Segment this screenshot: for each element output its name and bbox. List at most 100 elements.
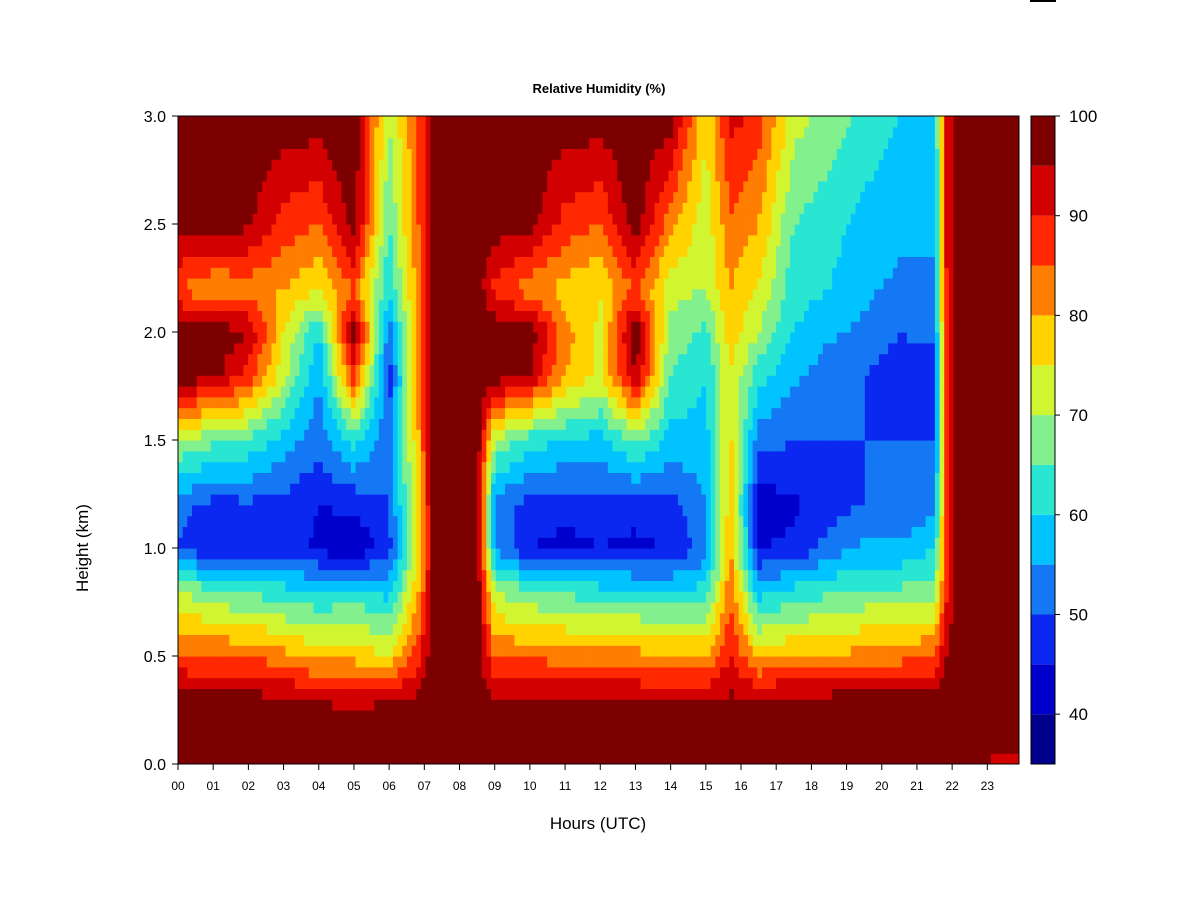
heatmap-cell [453, 407, 459, 419]
heatmap-cell [238, 234, 245, 247]
heatmap-cell [224, 299, 230, 311]
heatmap-cell [187, 321, 193, 333]
heatmap-cell [290, 396, 296, 409]
heatmap-cell [192, 256, 198, 268]
heatmap-cell [514, 429, 520, 441]
heatmap-cell [355, 483, 361, 495]
heatmap-cell [519, 170, 525, 182]
heatmap-cell [224, 353, 230, 365]
heatmap-cell [206, 494, 212, 506]
heatmap-cell [547, 148, 553, 160]
heatmap-cell [481, 386, 487, 398]
heatmap-cell [313, 148, 319, 160]
heatmap-cell [556, 494, 562, 506]
heatmap-cell [542, 504, 548, 517]
heatmap-cell [322, 353, 329, 365]
heatmap-cell [243, 191, 249, 203]
heatmap-cell [201, 461, 207, 473]
heatmap-cell [528, 742, 534, 754]
heatmap-cell [388, 742, 394, 754]
heatmap-cell [500, 299, 506, 311]
heatmap-cell [486, 224, 492, 236]
heatmap-cell [547, 234, 553, 247]
heatmap-cell [523, 353, 530, 365]
heatmap-cell [565, 710, 572, 722]
heatmap-cell [505, 332, 511, 344]
heatmap-cell [528, 256, 534, 268]
heatmap-cell [481, 288, 487, 301]
heatmap-cell [509, 526, 515, 538]
heatmap-cell [556, 526, 562, 538]
heatmap-cell [378, 591, 385, 603]
heatmap-cell [430, 720, 436, 733]
heatmap-cell [224, 224, 230, 236]
heatmap-cell [463, 375, 469, 387]
heatmap-cell [220, 353, 226, 365]
heatmap-cell [318, 483, 324, 495]
heatmap-cell [388, 677, 394, 689]
heatmap-cell [304, 116, 310, 128]
heatmap-cell [327, 548, 333, 560]
heatmap-cell [537, 548, 544, 560]
heatmap-cell [276, 504, 282, 517]
heatmap-cell [523, 342, 530, 355]
heatmap-cell [318, 623, 324, 635]
heatmap-cell [514, 742, 520, 754]
heatmap-cell [332, 299, 338, 311]
heatmap-cell [472, 407, 478, 419]
heatmap-cell [215, 569, 221, 581]
heatmap-cell [448, 699, 455, 711]
heatmap-cell [210, 504, 216, 517]
heatmap-cell [327, 213, 333, 225]
heatmap-cell [271, 148, 277, 160]
heatmap-cell [467, 364, 473, 376]
heatmap-cell [182, 494, 188, 506]
heatmap-cell [463, 234, 469, 247]
heatmap-cell [299, 440, 305, 452]
heatmap-cell [280, 753, 287, 764]
heatmap-cell [392, 137, 399, 149]
heatmap-cell [262, 126, 268, 139]
heatmap-cell [206, 515, 212, 527]
heatmap-cell [392, 321, 399, 333]
heatmap-cell [505, 558, 511, 571]
heatmap-cell [537, 256, 544, 268]
heatmap-cell [439, 580, 445, 592]
heatmap-cell [523, 494, 530, 506]
heatmap-cell [201, 224, 207, 236]
heatmap-cell [192, 537, 198, 549]
heatmap-cell [434, 256, 441, 268]
heatmap-cell [266, 602, 273, 614]
heatmap-cell [453, 364, 459, 376]
heatmap-cell [537, 634, 544, 646]
heatmap-cell [178, 245, 184, 257]
heatmap-cell [374, 418, 380, 430]
heatmap-cell [444, 234, 450, 247]
heatmap-cell [533, 148, 539, 160]
heatmap-cell [514, 148, 520, 160]
heatmap-cell [294, 364, 301, 376]
heatmap-cell [192, 580, 198, 592]
heatmap-cell [336, 666, 343, 679]
heatmap-cell [551, 623, 558, 635]
heatmap-cell [360, 116, 366, 128]
heatmap-cell [537, 213, 544, 225]
heatmap-cell [561, 645, 567, 657]
heatmap-cell [481, 656, 487, 668]
heatmap-cell [350, 699, 357, 711]
heatmap-cell [495, 137, 501, 149]
heatmap-cell [378, 515, 385, 527]
heatmap-cell [206, 180, 212, 193]
heatmap-cell [374, 656, 380, 668]
heatmap-cell [505, 126, 511, 139]
heatmap-cell [304, 256, 310, 268]
heatmap-cell [360, 396, 366, 409]
heatmap-cell [294, 461, 301, 473]
heatmap-cell [318, 342, 324, 355]
heatmap-cell [229, 386, 235, 398]
heatmap-cell [350, 612, 357, 625]
heatmap-cell [416, 548, 422, 560]
heatmap-cell [556, 137, 562, 149]
heatmap-cell [369, 299, 375, 311]
heatmap-cell [215, 548, 221, 560]
